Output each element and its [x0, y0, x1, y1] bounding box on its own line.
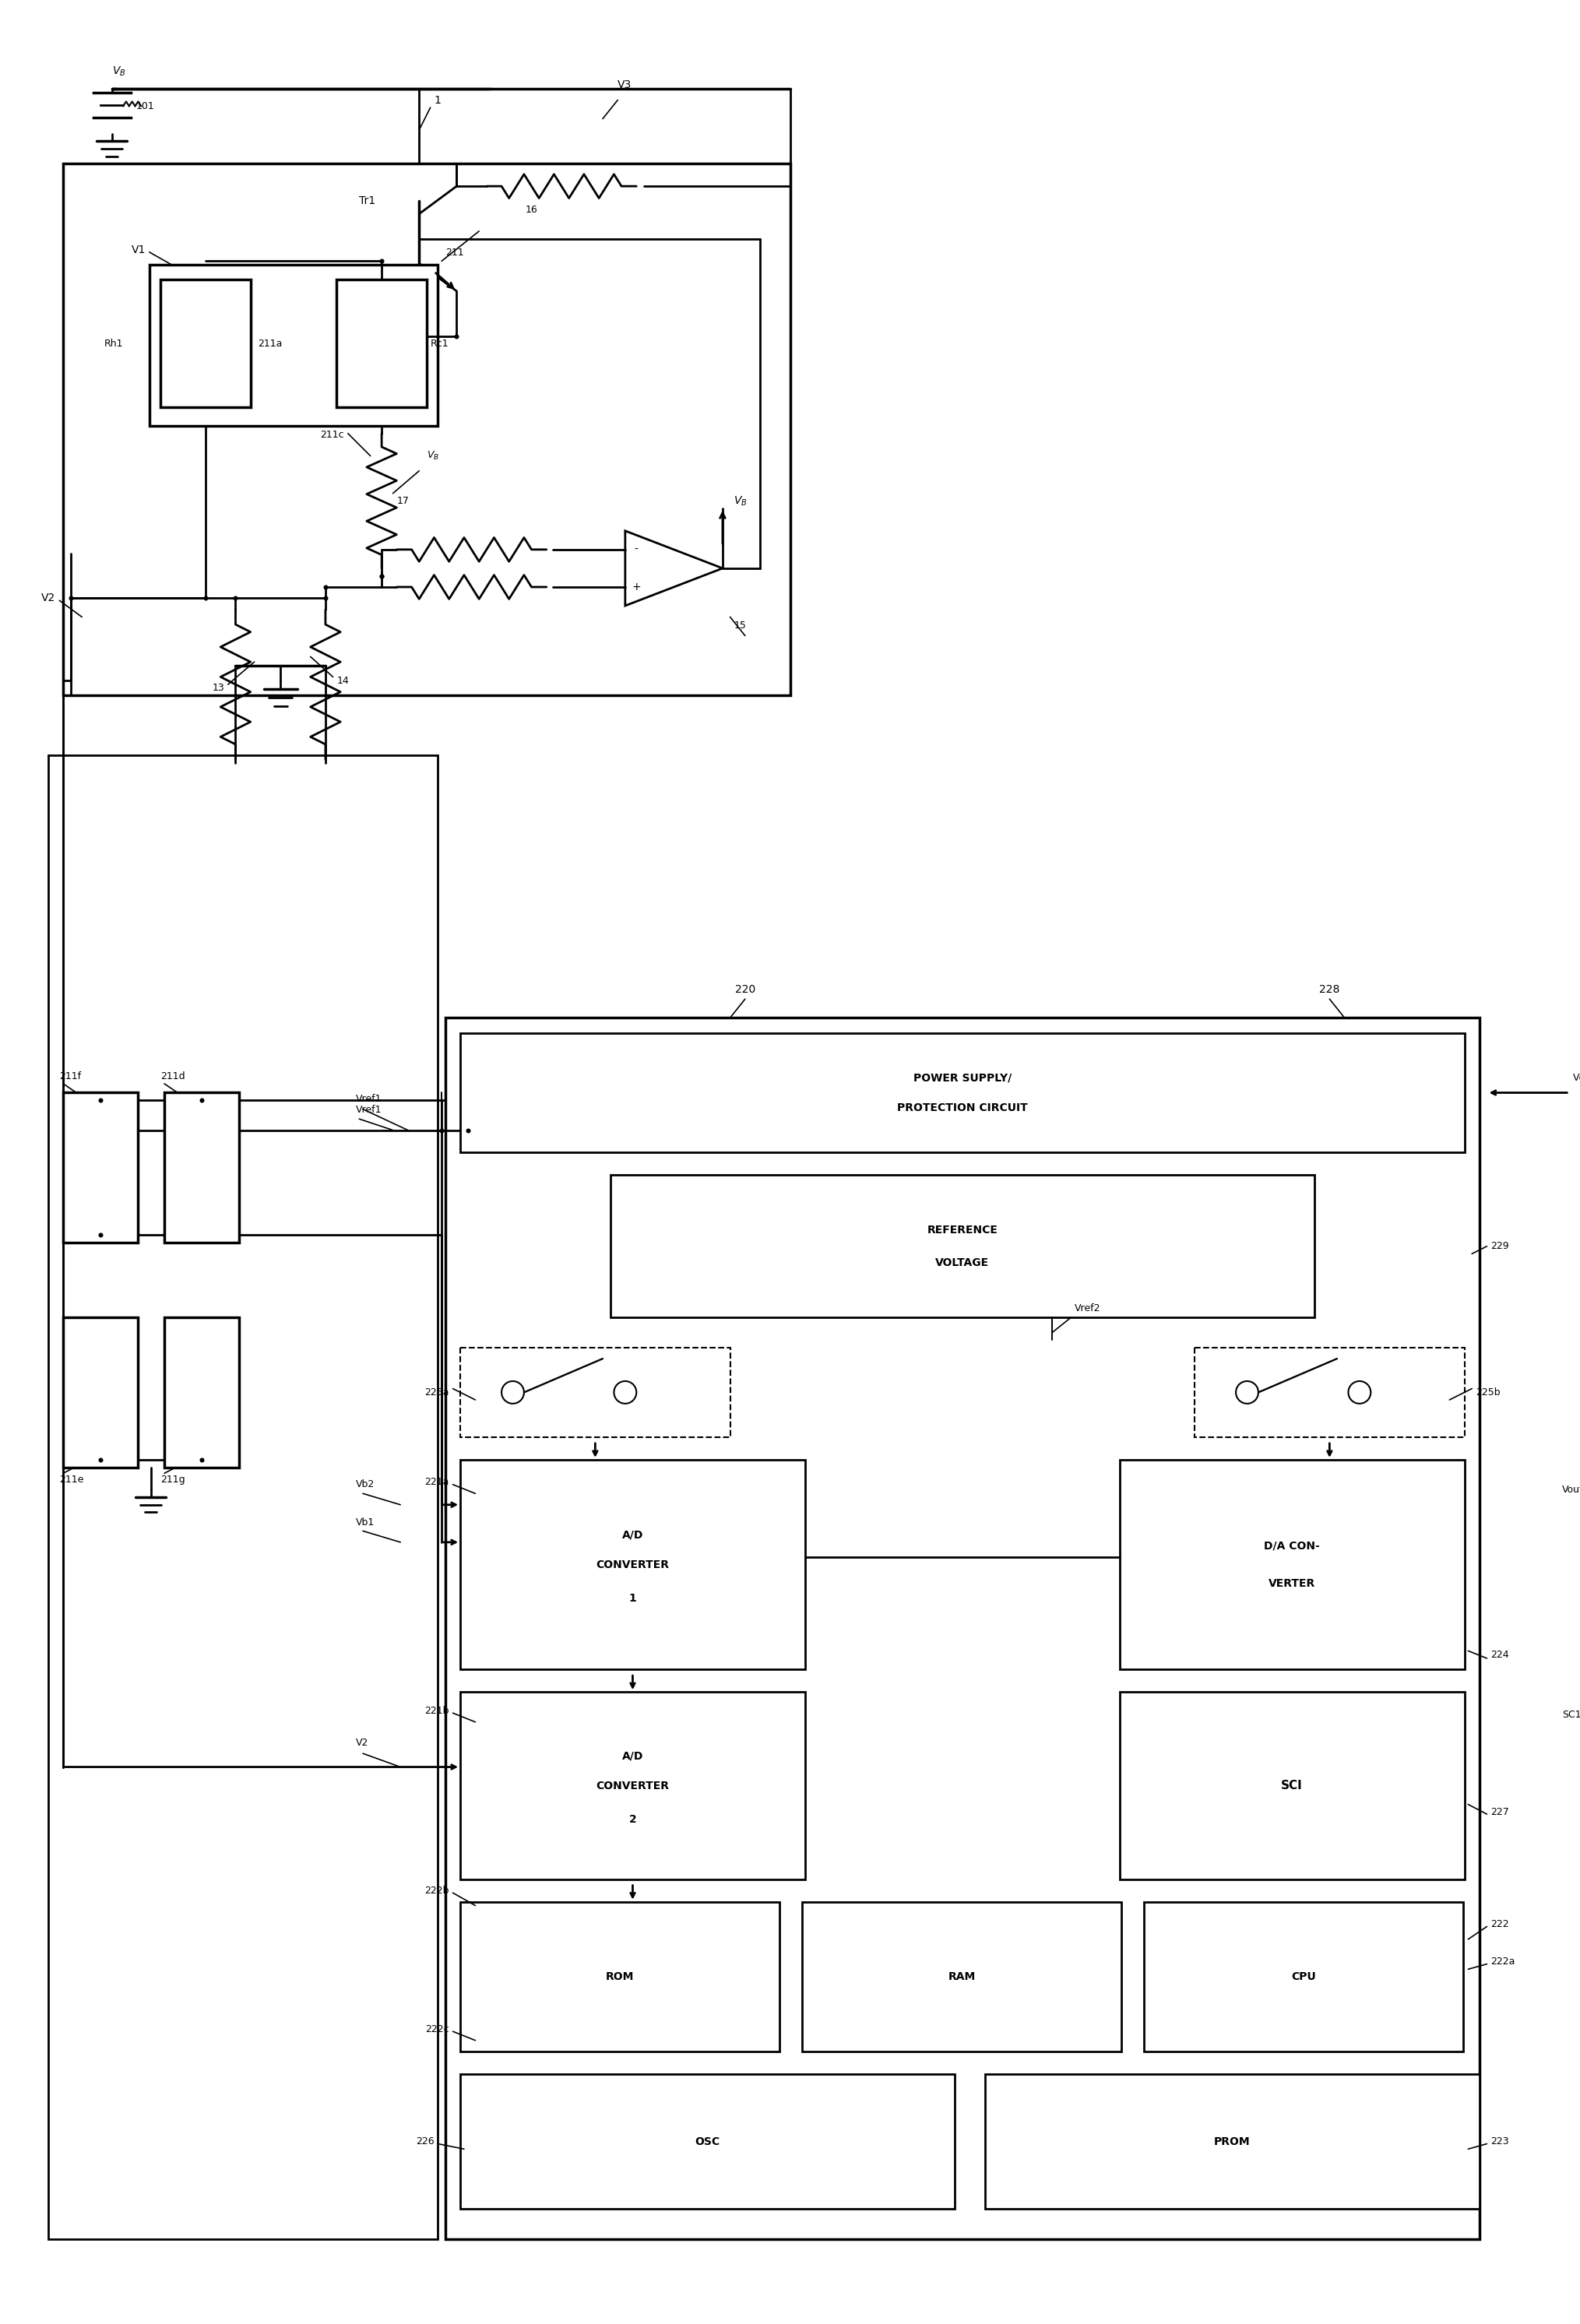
Bar: [1194, 1348, 1465, 1436]
Text: 211g: 211g: [161, 1476, 185, 1485]
Text: CONVERTER: CONVERTER: [596, 1780, 670, 1792]
Text: +: +: [632, 581, 641, 593]
Text: 17: 17: [397, 495, 409, 507]
Text: D/A CON-: D/A CON-: [1264, 1541, 1319, 1552]
Text: Vb2: Vb2: [356, 1480, 374, 1490]
Text: SC1: SC1: [1561, 1710, 1580, 1720]
Text: 211f: 211f: [60, 1071, 81, 1081]
Text: Tr1: Tr1: [359, 195, 376, 207]
Bar: [63, 1318, 137, 1466]
Bar: [460, 1459, 806, 1669]
Text: SCI: SCI: [1281, 1780, 1303, 1792]
Bar: [460, 2073, 954, 2210]
Bar: [460, 1032, 1465, 1153]
Text: $V_B$: $V_B$: [733, 495, 747, 507]
Text: REFERENCE: REFERENCE: [927, 1225, 997, 1236]
Text: Vref2: Vref2: [1074, 1304, 1101, 1313]
Text: A/D: A/D: [623, 1529, 643, 1541]
Text: VERTER: VERTER: [1269, 1578, 1316, 1590]
Text: POWER SUPPLY/: POWER SUPPLY/: [913, 1071, 1011, 1083]
Text: PROM: PROM: [1213, 2136, 1250, 2147]
Text: Vcc: Vcc: [1574, 1074, 1580, 1083]
Text: $V_B$: $V_B$: [112, 65, 125, 79]
Bar: [63, 1092, 137, 1243]
Text: 1: 1: [629, 1592, 637, 1604]
Text: 211d: 211d: [161, 1071, 185, 1081]
Bar: [63, 163, 790, 695]
Text: 225a: 225a: [425, 1387, 449, 1397]
Text: CONVERTER: CONVERTER: [596, 1559, 670, 1571]
Text: RAM: RAM: [948, 1971, 975, 1982]
Bar: [460, 1692, 806, 1880]
Bar: [610, 1176, 1315, 1318]
Text: Vb1: Vb1: [356, 1518, 374, 1527]
Text: 226: 226: [416, 2136, 435, 2147]
Text: 15: 15: [733, 621, 746, 630]
Text: V3: V3: [618, 79, 632, 91]
Text: 221b: 221b: [425, 1706, 449, 1715]
Text: 225b: 225b: [1476, 1387, 1501, 1397]
Bar: [1120, 1459, 1465, 1669]
Text: $V_B$: $V_B$: [427, 451, 439, 462]
Bar: [984, 2073, 1479, 2210]
Text: 13: 13: [212, 683, 224, 693]
Text: V2: V2: [356, 1738, 368, 1748]
Bar: [337, 279, 427, 407]
Bar: [161, 279, 251, 407]
Text: CPU: CPU: [1291, 1971, 1316, 1982]
Text: 221a: 221a: [425, 1478, 449, 1487]
Text: 229: 229: [1490, 1241, 1509, 1250]
Bar: [49, 755, 438, 2238]
Text: 14: 14: [337, 676, 349, 686]
Text: 223: 223: [1490, 2136, 1509, 2147]
Text: Rc1: Rc1: [430, 339, 449, 349]
Bar: [164, 1092, 239, 1243]
Text: V2: V2: [41, 593, 55, 604]
Text: Vref1: Vref1: [356, 1095, 381, 1104]
Text: 220: 220: [735, 985, 755, 995]
Bar: [446, 1018, 1479, 2238]
Text: VOLTAGE: VOLTAGE: [935, 1257, 989, 1269]
Text: 222b: 222b: [425, 1885, 449, 1896]
Text: PROTECTION CIRCUIT: PROTECTION CIRCUIT: [897, 1102, 1027, 1113]
Bar: [460, 1901, 779, 2052]
Text: 16: 16: [526, 205, 537, 216]
Text: ROM: ROM: [605, 1971, 634, 1982]
Text: 101: 101: [136, 100, 155, 112]
Bar: [164, 1318, 239, 1466]
Text: 211a: 211a: [258, 339, 283, 349]
Text: 211: 211: [446, 246, 465, 258]
Bar: [150, 265, 438, 425]
Text: 224: 224: [1490, 1650, 1509, 1659]
Text: V1: V1: [131, 244, 145, 256]
Text: 222a: 222a: [1490, 1957, 1515, 1966]
Text: Rh1: Rh1: [104, 339, 123, 349]
Text: 211c: 211c: [321, 430, 344, 439]
Bar: [460, 1348, 730, 1436]
Text: 222: 222: [1490, 1920, 1509, 1929]
Bar: [803, 1901, 1122, 2052]
Text: 211e: 211e: [60, 1476, 84, 1485]
Text: A/D: A/D: [623, 1750, 643, 1762]
Text: 1: 1: [434, 95, 441, 105]
Text: 227: 227: [1490, 1806, 1509, 1817]
Bar: [1120, 1692, 1465, 1880]
Text: 2: 2: [629, 1815, 637, 1824]
Text: OSC: OSC: [695, 2136, 720, 2147]
Text: 228: 228: [1319, 985, 1340, 995]
Text: Vref1: Vref1: [356, 1104, 381, 1116]
Text: -: -: [635, 544, 638, 555]
Text: 222c: 222c: [425, 2024, 449, 2034]
Bar: [1144, 1901, 1463, 2052]
Text: Vout: Vout: [1561, 1485, 1580, 1494]
